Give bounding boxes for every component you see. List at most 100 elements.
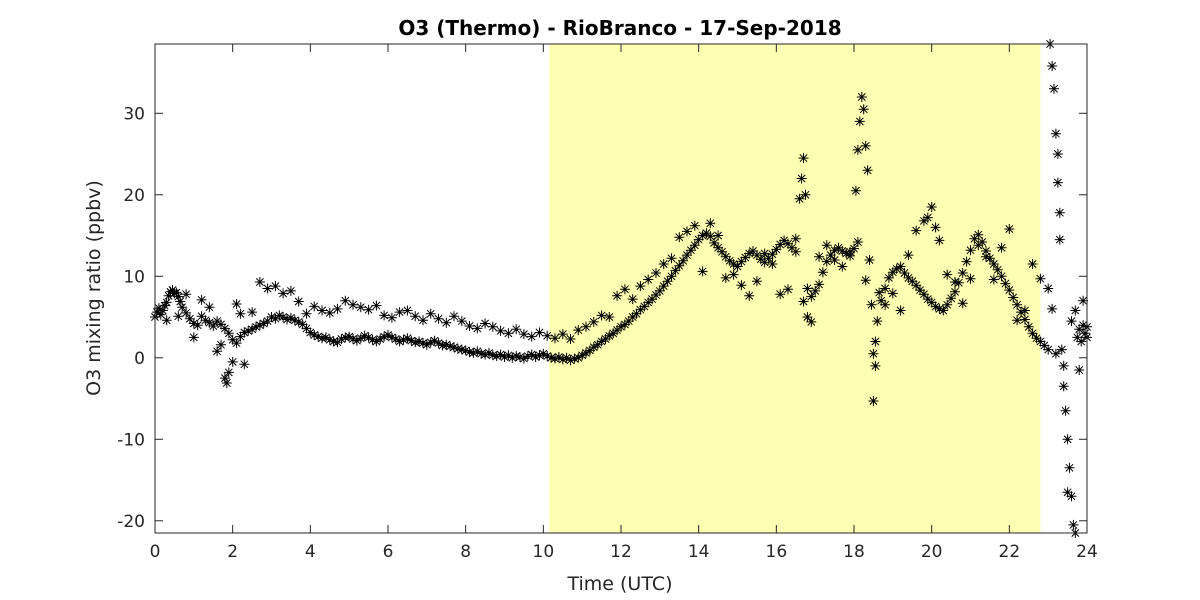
data-point-marker: [367, 334, 378, 345]
data-point-marker: [425, 308, 436, 319]
data-point-marker: [433, 313, 444, 324]
data-point-marker: [1066, 491, 1077, 502]
data-point-marker: [596, 336, 607, 347]
data-point-marker: [231, 299, 242, 309]
data-point-marker: [355, 333, 366, 344]
y-tick-label: -10: [117, 430, 145, 450]
data-point-marker: [996, 242, 1007, 253]
data-point-marker: [1035, 336, 1046, 347]
data-point-marker: [973, 240, 984, 251]
data-point-marker: [689, 220, 700, 231]
data-point-marker: [495, 349, 506, 360]
data-point-marker: [806, 291, 817, 302]
data-point-marker: [942, 269, 953, 280]
data-point-marker: [278, 312, 289, 322]
data-point-marker: [1066, 316, 1077, 327]
data-point-marker: [285, 312, 296, 323]
data-point-marker: [167, 285, 178, 296]
data-point-marker: [866, 299, 877, 310]
data-point-marker: [301, 323, 312, 334]
data-point-marker: [216, 339, 226, 350]
data-point-marker: [1043, 344, 1054, 355]
data-point-marker: [577, 350, 588, 361]
data-point-marker: [499, 352, 510, 362]
data-point-marker: [181, 289, 192, 300]
data-point-marker: [173, 291, 184, 302]
data-point-marker: [526, 331, 537, 342]
data-point-marker: [452, 343, 463, 354]
data-point-marker: [184, 313, 195, 324]
data-point-marker: [1058, 381, 1069, 392]
data-point-marker: [860, 275, 871, 286]
data-point-marker: [1004, 224, 1015, 234]
data-point-marker: [487, 321, 498, 332]
data-point-marker: [1027, 328, 1038, 339]
data-point-marker: [278, 288, 289, 299]
x-tick-label: 24: [1076, 542, 1098, 562]
data-point-marker: [1000, 278, 1011, 289]
data-point-marker: [515, 352, 525, 362]
data-point-marker: [872, 316, 883, 327]
data-point-marker: [383, 330, 393, 340]
data-point-marker: [751, 276, 762, 287]
data-point-marker: [837, 246, 848, 256]
data-point-marker: [1058, 360, 1069, 371]
data-point-marker: [950, 277, 960, 287]
data-point-marker: [845, 250, 856, 261]
data-point-marker: [546, 352, 557, 363]
data-point-marker: [379, 310, 390, 321]
data-point-marker: [293, 316, 304, 327]
data-point-marker: [604, 312, 615, 322]
data-point-marker: [309, 301, 320, 312]
data-point-marker: [1054, 207, 1065, 218]
data-point-marker: [573, 352, 584, 363]
data-point-marker: [204, 302, 215, 313]
data-point-marker: [235, 308, 246, 319]
data-point-marker: [977, 237, 988, 247]
data-point-marker: [693, 234, 704, 245]
data-point-marker: [713, 242, 724, 253]
data-point-marker: [802, 283, 813, 294]
x-tick-label: 4: [305, 542, 316, 562]
data-point-marker: [1039, 340, 1050, 351]
data-point-marker: [151, 307, 162, 318]
data-point-marker: [472, 346, 483, 357]
x-axis-label: Time (UTC): [566, 573, 672, 595]
data-point-marker: [950, 286, 960, 297]
data-point-marker: [1074, 365, 1085, 375]
data-point-marker: [163, 290, 174, 301]
data-point-marker: [911, 225, 922, 236]
x-tick-label: 6: [383, 542, 394, 562]
data-point-marker: [596, 310, 607, 321]
x-tick-label: 10: [533, 542, 555, 562]
data-point-marker: [441, 339, 452, 350]
data-point-marker: [915, 285, 925, 296]
data-point-marker: [511, 324, 522, 335]
data-point-marker: [728, 269, 739, 280]
data-point-marker: [379, 331, 390, 342]
data-point-marker: [565, 355, 576, 366]
data-point-marker: [612, 290, 623, 301]
y-axis-ticks: -20 -10 0 10 20 30: [117, 104, 1087, 532]
data-point-marker: [1023, 321, 1034, 332]
data-point-marker: [870, 336, 881, 347]
data-point-marker: [219, 323, 230, 334]
data-point-marker: [604, 330, 615, 341]
data-point-marker: [418, 338, 428, 349]
data-point-marker: [850, 185, 861, 196]
data-point-marker: [802, 312, 813, 322]
data-point-marker: [449, 311, 459, 322]
data-point-marker: [938, 305, 949, 316]
y-tick-label: 10: [123, 267, 145, 287]
data-point-marker: [957, 268, 968, 278]
data-point-marker: [868, 396, 879, 406]
data-point-marker: [903, 250, 914, 261]
y-axis-label: O3 mixing ratio (ppbv): [83, 180, 105, 396]
data-point-marker: [643, 274, 654, 285]
data-point-marker: [208, 321, 219, 331]
data-point-marker: [247, 307, 258, 318]
data-point-marker: [736, 280, 747, 291]
data-point-marker: [957, 298, 968, 309]
data-point-marker: [464, 347, 475, 358]
